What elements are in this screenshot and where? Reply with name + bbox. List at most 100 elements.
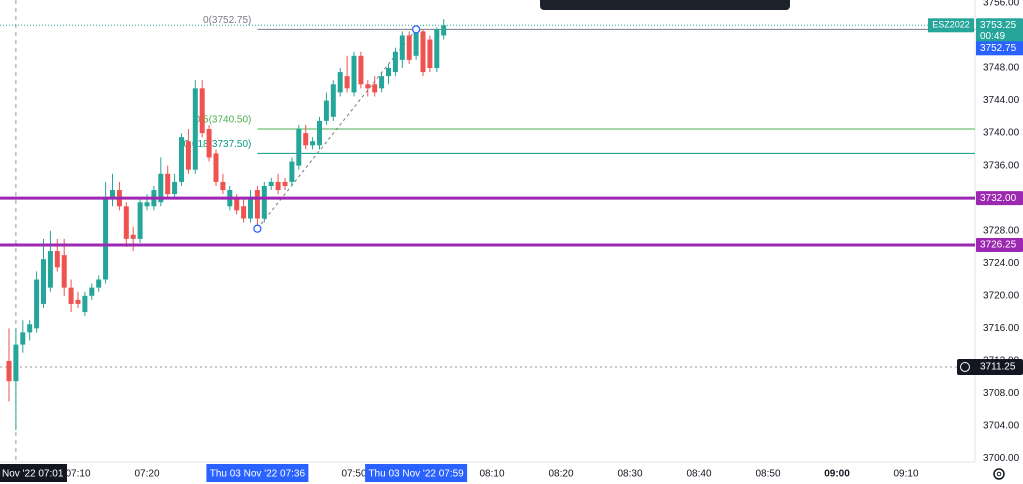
fib-anchor xyxy=(253,224,262,233)
candle-body xyxy=(185,141,191,170)
candle-body xyxy=(248,198,253,219)
fib-time-bg xyxy=(365,464,468,482)
candle-body xyxy=(254,190,260,219)
x-tick-label: 07:20 xyxy=(134,469,159,480)
candle-body xyxy=(199,88,205,134)
bid-tag-label: 3752.75 xyxy=(980,43,1017,54)
crosshair-time-bg xyxy=(0,464,67,482)
y-tick-label: 3724.00 xyxy=(983,258,1020,269)
candle-body xyxy=(427,39,433,69)
candle-body xyxy=(13,344,19,382)
hline-tag-label: 3732.00 xyxy=(980,193,1017,204)
x-tick-label: 08:50 xyxy=(755,469,780,480)
candle-body xyxy=(192,88,198,170)
x-tick-label: 08:20 xyxy=(548,469,573,480)
x-tick-label: 08:40 xyxy=(686,469,711,480)
candle-body xyxy=(41,259,46,304)
x-tick-label: 08:30 xyxy=(617,469,642,480)
candle-body xyxy=(310,141,316,146)
candle-body xyxy=(344,76,350,89)
candle-body xyxy=(68,287,74,304)
y-tick-label: 3744.00 xyxy=(983,95,1020,106)
candle-body xyxy=(379,76,385,89)
candle-body xyxy=(96,279,102,288)
candle-body xyxy=(137,202,143,239)
candle-body xyxy=(54,251,60,268)
candle-body xyxy=(47,251,53,288)
candle-body xyxy=(268,181,274,186)
candle-body xyxy=(241,206,247,219)
candle-body xyxy=(6,360,12,382)
x-tick-label: 09:10 xyxy=(893,469,918,480)
y-tick-label: 3708.00 xyxy=(983,388,1020,399)
y-tick-label: 3748.00 xyxy=(983,63,1020,74)
y-tick-label: 3716.00 xyxy=(983,323,1020,334)
candle-body xyxy=(441,25,447,36)
candle-body xyxy=(358,55,364,85)
bid-tag-bg xyxy=(976,41,1023,56)
last-price-tag-label: 3753.25 xyxy=(980,20,1017,31)
candle-body xyxy=(110,190,115,199)
add-alert-icon xyxy=(960,361,970,372)
y-tick-label: 3740.00 xyxy=(983,128,1020,139)
symbol-tag: ESZ2022 xyxy=(932,20,970,30)
fib-level-label: 0.5(3740.50) xyxy=(195,115,252,126)
candle-body xyxy=(234,198,240,211)
candle-body xyxy=(61,255,67,288)
y-tick-label: 3720.00 xyxy=(983,290,1020,301)
y-tick-label: 3700.00 xyxy=(983,453,1020,464)
candle-body xyxy=(420,31,426,73)
candle-body xyxy=(406,35,412,60)
x-tick-label: 07:50 xyxy=(341,469,366,480)
candle-body xyxy=(220,181,226,191)
hline-tag-bg xyxy=(976,191,1023,206)
candle-body xyxy=(399,35,405,60)
candle-body xyxy=(303,133,309,146)
crosshair-time-label: Nov '22 07:01 xyxy=(2,469,64,480)
x-tick-label: 09:00 xyxy=(824,469,850,480)
fib-time-label: Thu 03 Nov '22 07:59 xyxy=(368,469,464,480)
candle-body xyxy=(158,173,164,203)
toolbar[interactable] xyxy=(540,0,790,10)
candle-body xyxy=(275,181,281,191)
candle-body xyxy=(351,55,357,93)
candle-body xyxy=(392,51,398,73)
candle-body xyxy=(34,279,40,329)
candle-body xyxy=(282,181,288,186)
candle-body xyxy=(144,202,150,207)
candle-body xyxy=(434,29,440,69)
x-tick-label: 07:10 xyxy=(65,469,90,480)
candle-body xyxy=(130,234,136,239)
y-tick-label: 3728.00 xyxy=(983,225,1020,236)
last-price-tag-label: 00:49 xyxy=(980,31,1005,42)
candle-body xyxy=(323,100,329,121)
candle-body xyxy=(179,137,184,182)
crosshair-price-bg xyxy=(957,358,1023,375)
fib-level-label: 0.618(3737.50) xyxy=(184,139,252,150)
fib-time-bg xyxy=(206,464,309,482)
candle-body xyxy=(413,31,419,56)
last-price-tag-bg xyxy=(976,18,1023,44)
fib-trend-line xyxy=(257,29,417,229)
candle-body xyxy=(20,332,26,345)
hline-tag-bg xyxy=(976,237,1023,252)
candle-body xyxy=(165,173,171,195)
y-tick-label: 3756.00 xyxy=(983,0,1020,9)
crosshair-price-label: 3711.25 xyxy=(980,362,1016,373)
candle-body xyxy=(289,161,295,182)
candle-body xyxy=(206,129,212,158)
candle-body xyxy=(372,84,378,93)
candle-body xyxy=(103,198,109,280)
fib-level-label: 0(3752.75) xyxy=(203,15,251,26)
candle-body xyxy=(365,84,371,89)
candle-body xyxy=(82,295,88,313)
candle-body xyxy=(261,185,267,219)
candle-body xyxy=(386,68,391,77)
candle-body xyxy=(123,206,129,239)
candle-body xyxy=(330,84,336,117)
fib-anchor xyxy=(411,25,421,34)
hline-tag-label: 3726.25 xyxy=(980,240,1017,251)
settings-icon[interactable] xyxy=(993,468,1005,480)
